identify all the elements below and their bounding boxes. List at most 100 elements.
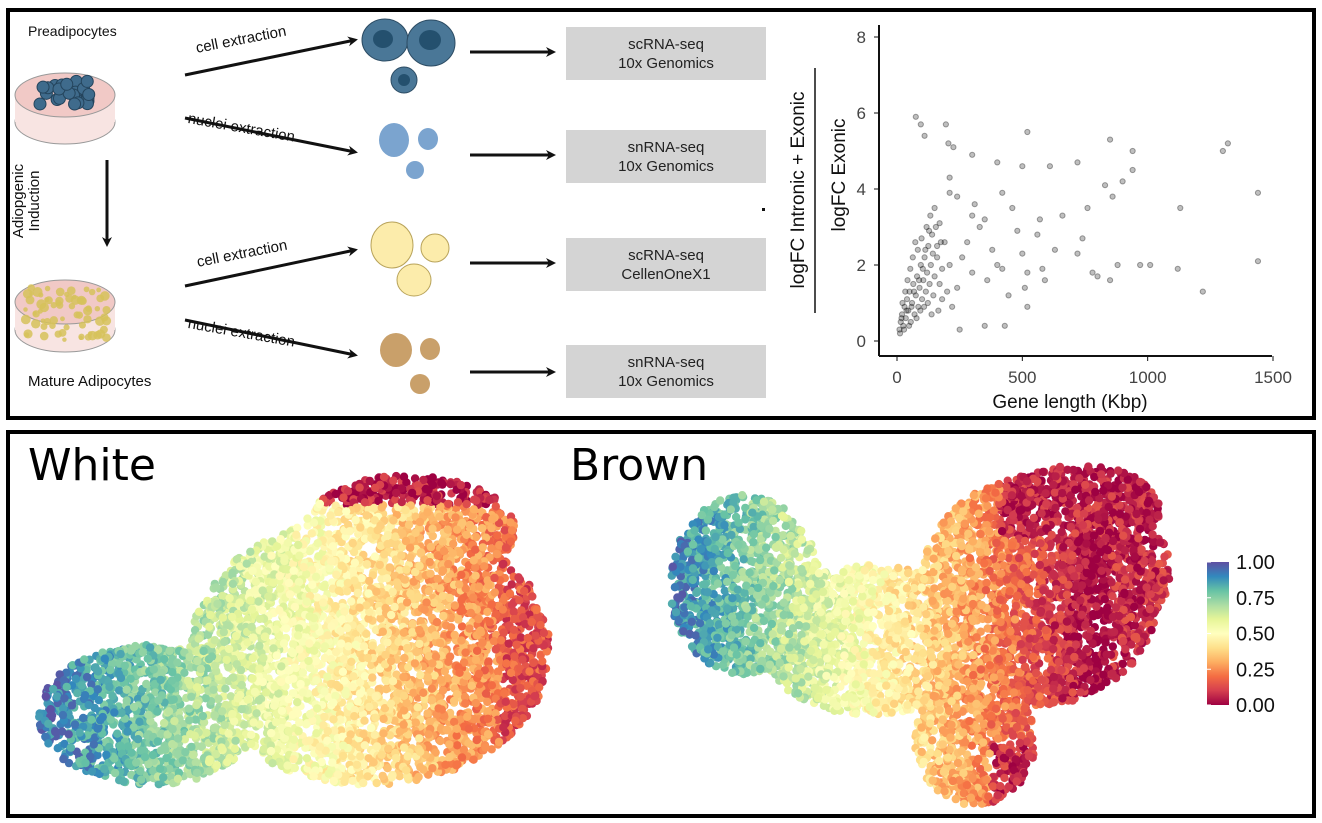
scatter-point: [912, 292, 919, 299]
umap-cell-point: [404, 520, 414, 529]
umap-cell-point: [500, 526, 509, 535]
umap-cell-point: [509, 625, 519, 634]
umap-cell-point: [142, 679, 151, 689]
umap-cell-point: [408, 619, 417, 629]
umap-cell-point: [387, 656, 396, 666]
umap-cell-point: [116, 741, 125, 750]
umap-cell-point: [110, 768, 120, 778]
scatter-point: [900, 326, 908, 333]
umap-cell-point: [320, 687, 329, 696]
umap-cell-point: [443, 525, 452, 534]
scatter-point: [969, 269, 976, 276]
umap-cell-point: [211, 661, 220, 670]
scatter-point: [1034, 231, 1041, 238]
umap-cell-point: [502, 659, 511, 668]
umap-cell-point: [293, 698, 302, 707]
scatter-point: [1074, 159, 1081, 166]
scatter-point: [1129, 166, 1136, 174]
umap-cell-point: [435, 512, 444, 521]
umap-cell-point: [469, 505, 478, 514]
umap-cell-point: [449, 539, 458, 549]
scatter-point: [905, 322, 913, 329]
umap-cell-point: [483, 730, 493, 739]
umap-cell-point: [454, 615, 463, 624]
umap-cell-point: [355, 689, 365, 698]
umap-cell-point: [119, 777, 128, 786]
umap-cell-point: [255, 664, 264, 673]
arrow-nuclei-extraction-mature: [184, 318, 358, 359]
umap-cell-point: [499, 723, 508, 732]
scatter-point: [989, 246, 996, 253]
umap-cell-point: [209, 723, 219, 733]
scatter-point: [1219, 147, 1226, 155]
scatter-point: [899, 299, 906, 307]
scatter-point: [904, 277, 911, 284]
scatter-point: [1009, 204, 1016, 212]
preadipocyte-cells-icon: [361, 18, 456, 94]
scatter-point: [918, 296, 926, 303]
umap-cell-point: [313, 704, 322, 713]
umap-cell-point: [183, 676, 193, 686]
umap-cell-point: [320, 712, 329, 722]
umap-cell-point: [440, 667, 450, 676]
umap-cell-point: [283, 538, 292, 547]
umap-cell-point: [285, 666, 294, 675]
umap-cell-point: [236, 651, 246, 660]
umap-cell-point: [416, 670, 425, 680]
scatter-point: [981, 322, 988, 329]
umap-cell-point: [334, 586, 343, 595]
scatter-point: [903, 296, 911, 303]
umap-cell-point: [298, 668, 308, 677]
scatter-point: [928, 311, 935, 318]
umap-cell-point: [284, 726, 293, 736]
umap-cell-point: [247, 730, 256, 739]
umap-cell-point: [413, 703, 422, 712]
scatter-point: [898, 311, 906, 318]
scatter-point: [936, 280, 943, 288]
umap-cell-point: [218, 707, 227, 716]
scatter-point: [927, 212, 934, 219]
umap-cell-point: [423, 496, 432, 505]
scatter-point: [909, 254, 916, 261]
umap-cell-point: [469, 593, 478, 602]
scatter-point: [1129, 147, 1136, 155]
mature-nuclei-icon: [380, 333, 440, 394]
scatter-point: [896, 330, 904, 337]
scatter-point: [1106, 136, 1114, 143]
umap-cell-point: [231, 736, 240, 745]
umap-cell-point: [248, 674, 257, 683]
scatter-point: [1109, 193, 1116, 200]
umap-cell-point: [41, 692, 50, 701]
scatter-point: [905, 307, 912, 314]
umap-cell-point: [194, 607, 204, 616]
umap-cell-point: [320, 642, 330, 651]
scatter-point: [1137, 261, 1144, 269]
umap-cell-point: [284, 578, 294, 588]
umap-cell-point: [138, 648, 147, 657]
umap-cell-point: [290, 602, 300, 612]
umap-cell-point: [47, 711, 57, 720]
umap-cell-point: [342, 587, 352, 596]
umap-cell-point: [168, 668, 177, 677]
umap-cell-point: [514, 573, 523, 582]
umap-cell-point: [356, 752, 365, 761]
scatter-point: [900, 322, 907, 329]
umap-cell-point: [379, 714, 388, 724]
umap-cell-point: [433, 574, 442, 583]
umap-cell-point: [472, 496, 481, 505]
scatter-point: [971, 201, 978, 208]
scatter-point: [959, 254, 966, 261]
umap-cell-point: [467, 681, 476, 690]
scatter-point: [902, 288, 909, 295]
umap-cell-point: [477, 524, 487, 533]
umap-cell-point: [419, 688, 428, 697]
umap-cell-point: [249, 718, 258, 727]
umap-cell-point: [184, 704, 194, 713]
umap-cell-point: [509, 607, 519, 616]
scatter-point: [937, 239, 944, 246]
umap-cell-point: [382, 574, 392, 583]
scatter-point: [1024, 269, 1031, 276]
scatter-point: [910, 288, 918, 295]
